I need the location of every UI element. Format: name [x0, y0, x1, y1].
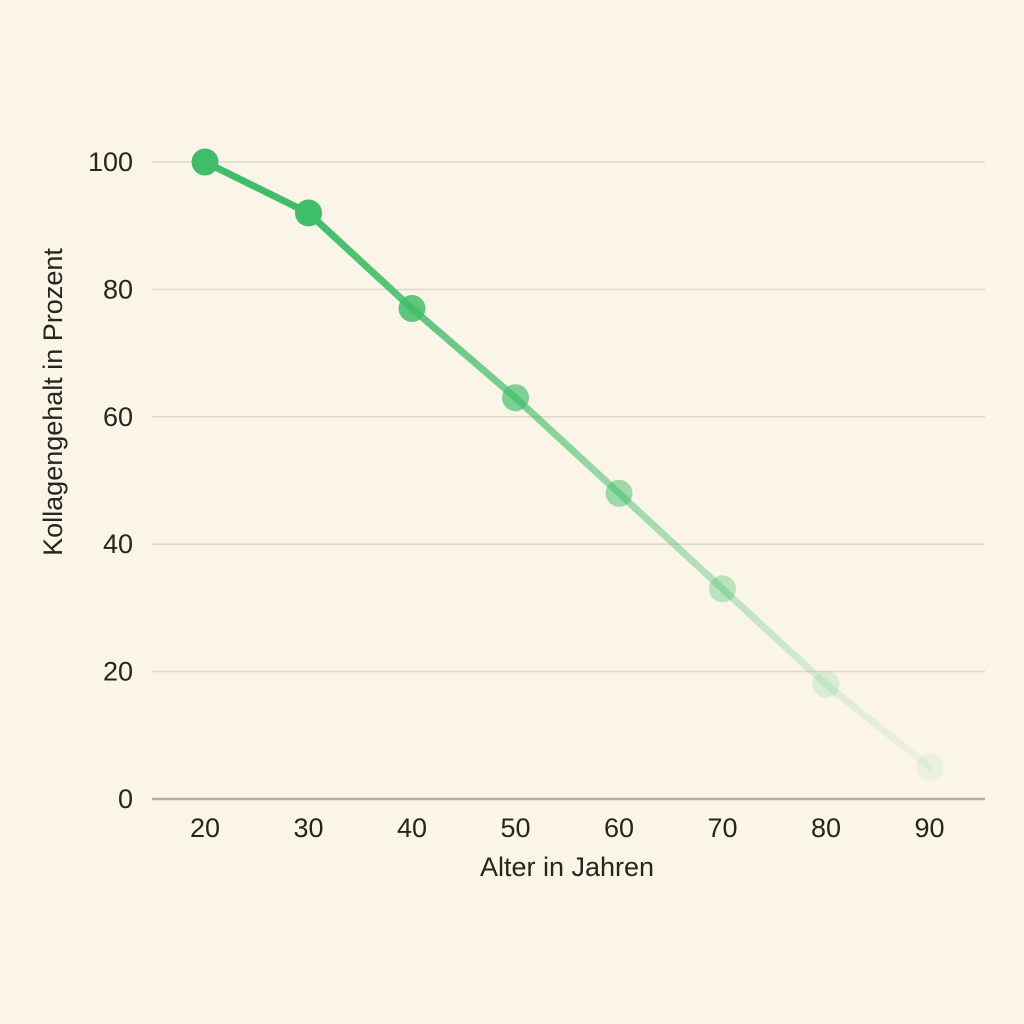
x-axis-tick-labels: 20 30 40 50 60 70 80 90 [190, 813, 945, 843]
data-point [916, 753, 943, 781]
y-tick-label: 20 [103, 657, 133, 687]
x-tick-label: 90 [914, 813, 944, 843]
y-tick-label: 0 [118, 784, 133, 814]
trend-line [201, 158, 933, 771]
x-tick-label: 40 [397, 813, 427, 843]
data-point [605, 479, 633, 507]
y-tick-label: 80 [103, 274, 133, 304]
y-tick-label: 60 [103, 402, 133, 432]
data-point [191, 148, 219, 176]
x-tick-label: 80 [811, 813, 841, 843]
y-axis-title: Kollagengehalt in Prozent [38, 248, 68, 556]
data-point [812, 670, 840, 698]
x-tick-label: 50 [500, 813, 530, 843]
x-tick-label: 70 [707, 813, 737, 843]
gridlines [152, 161, 985, 673]
data-point [398, 295, 426, 323]
y-tick-label: 100 [88, 147, 133, 177]
y-axis-tick-labels: 0 20 40 60 80 100 [88, 147, 133, 814]
x-tick-label: 30 [293, 813, 323, 843]
data-point [709, 575, 736, 603]
x-axis-title: Alter in Jahren [480, 852, 654, 882]
x-tick-label: 60 [604, 813, 634, 843]
data-points [191, 148, 943, 781]
y-tick-label: 40 [103, 529, 133, 559]
data-point [502, 384, 529, 412]
x-tick-label: 20 [190, 813, 220, 843]
data-point [295, 199, 322, 227]
